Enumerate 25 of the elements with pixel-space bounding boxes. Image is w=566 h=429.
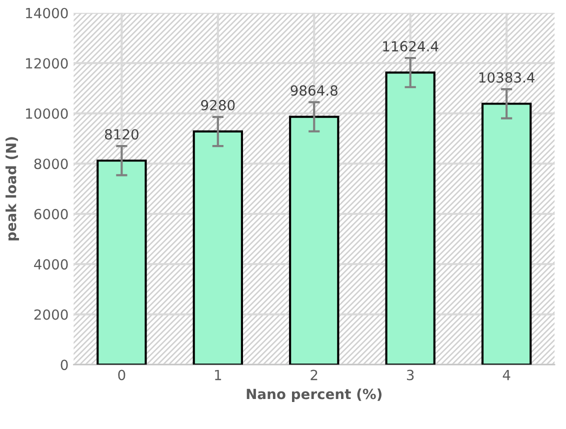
y-tick-label: 0 <box>60 360 68 370</box>
data-label: 11624.4 <box>383 41 438 52</box>
bar <box>481 102 532 365</box>
y-tick-label: 4000 <box>34 259 68 270</box>
bar <box>192 130 244 365</box>
x-tick-label: 3 <box>406 370 414 380</box>
bar <box>385 72 436 365</box>
data-label: 9280 <box>201 100 235 110</box>
bar <box>289 116 340 365</box>
x-axis-title: Nano percent (%) <box>246 388 382 402</box>
y-tick-label: 12000 <box>26 58 68 69</box>
y-tick-label: 8000 <box>34 158 68 170</box>
bar <box>96 160 147 365</box>
data-label: 8120 <box>104 129 138 140</box>
x-tick-label: 4 <box>502 370 510 380</box>
y-tick-label: 6000 <box>34 208 68 220</box>
x-tick-label: 2 <box>310 370 318 380</box>
y-axis-title: peak load (N) <box>6 137 19 240</box>
y-tick-label: 10000 <box>26 108 68 119</box>
y-tick-label: 2000 <box>34 309 68 320</box>
x-tick-label: 0 <box>118 370 126 380</box>
data-label: 9864.8 <box>290 85 338 96</box>
x-tick-label: 1 <box>215 370 222 380</box>
y-tick-label: 14000 <box>26 8 68 18</box>
data-label: 10383.4 <box>479 72 535 83</box>
